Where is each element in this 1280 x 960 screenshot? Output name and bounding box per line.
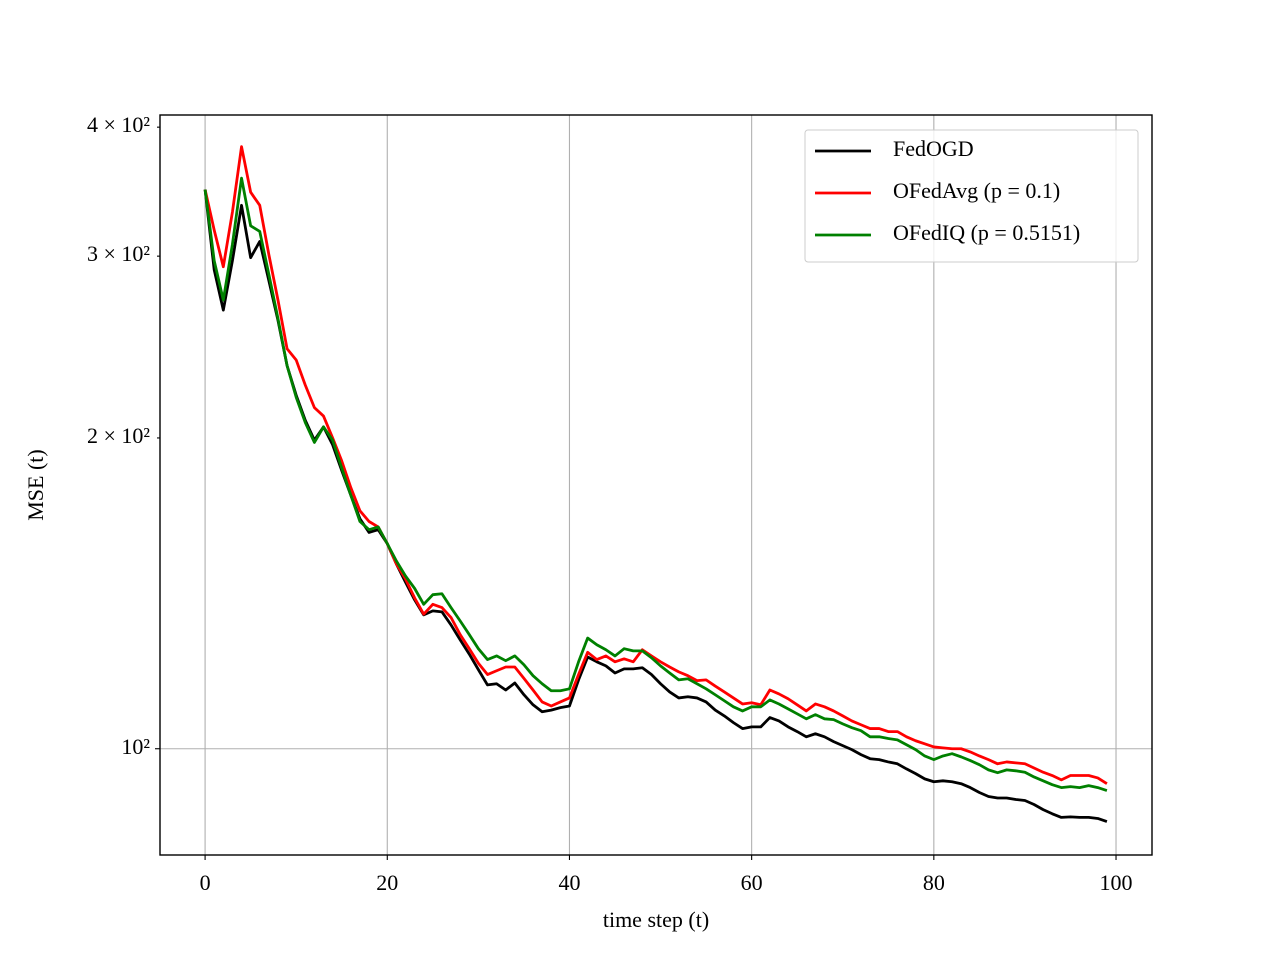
legend: FedOGD OFedAvg (p = 0.1) OFedIQ (p = 0.515… (804, 129, 1139, 263)
y-tick-label: 4 × 10² (87, 112, 150, 137)
plot-frame (159, 114, 1153, 856)
series-line (203, 189, 1108, 823)
x-tick-label: 80 (923, 870, 945, 895)
x-tick-label: 0 (200, 870, 211, 895)
legend-label: OFedAvg (p = 0.1) (893, 178, 1060, 203)
y-tick-label: 2 × 10² (87, 423, 150, 448)
x-tick-label: 100 (1100, 870, 1133, 895)
x-axis-label: time step (t) (603, 907, 709, 932)
series-line (203, 176, 1108, 792)
x-tick-label: 60 (741, 870, 763, 895)
x-tick-label: 40 (558, 870, 580, 895)
y-axis-label: MSE (t) (23, 449, 48, 521)
legend-box (804, 129, 1139, 263)
x-tick-label: 20 (376, 870, 398, 895)
y-tick-label: 3 × 10² (87, 241, 150, 266)
y-tick-label: 10² (121, 734, 150, 759)
series-line (203, 145, 1108, 785)
legend-label: OFedIQ (p = 0.5151) (893, 220, 1080, 245)
legend-label: FedOGD (893, 136, 974, 161)
